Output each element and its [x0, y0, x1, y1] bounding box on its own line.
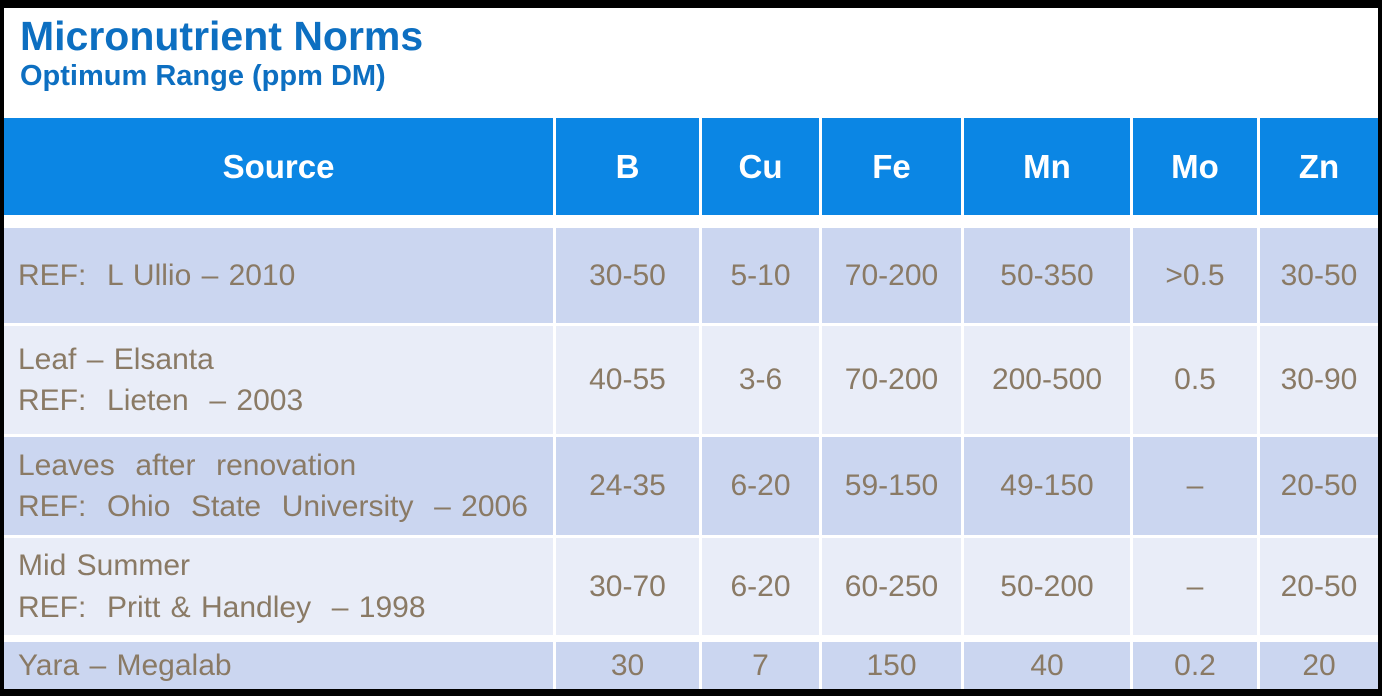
page-title: Micronutrient Norms — [20, 13, 424, 59]
value-cell-fe: 60-250 — [822, 538, 964, 635]
value-cell-cu: 5-10 — [702, 228, 822, 323]
table-header-row: Source B Cu Fe Mn Mo Zn — [4, 118, 1378, 215]
source-line: Leaves after renovation — [18, 448, 357, 482]
col-header-mn: Mn — [964, 118, 1133, 215]
value-cell-zn: 30-50 — [1260, 228, 1378, 323]
last-row-gap — [4, 635, 1378, 642]
micronutrient-table: Source B Cu Fe Mn Mo Zn REF: L Ullio – 2… — [4, 118, 1378, 689]
value-cell-mn: 40 — [964, 642, 1133, 689]
value-cell-mo: 0.5 — [1133, 326, 1260, 434]
source-line: REF: Lieten – 2003 — [18, 384, 304, 417]
value-cell-mo: – — [1133, 538, 1260, 635]
value-cell-zn: 20-50 — [1260, 437, 1378, 535]
source-line: Leaf – Elsanta — [18, 342, 214, 376]
value-cell-cu: 3-6 — [702, 326, 822, 434]
value-cell-b: 24-35 — [556, 437, 702, 535]
table-row: REF: L Ullio – 2010 30-50 5-10 70-200 50… — [4, 228, 1378, 326]
col-header-mo: Mo — [1133, 118, 1260, 215]
value-cell-fe: 150 — [822, 642, 964, 689]
value-cell-fe: 70-200 — [822, 326, 964, 434]
source-line: REF: Pritt & Handley – 1998 — [18, 590, 426, 624]
title-block: Micronutrient Norms Optimum Range (ppm D… — [4, 8, 1378, 112]
source-line: Mid Summer — [18, 549, 191, 583]
value-cell-b: 30 — [556, 642, 702, 689]
source-cell: Yara – Megalab — [4, 642, 556, 689]
value-cell-zn: 20-50 — [1260, 538, 1378, 635]
value-cell-zn: 20 — [1260, 642, 1378, 689]
value-cell-mo: – — [1133, 437, 1260, 535]
table-row: Leaves after renovation REF: Ohio State … — [4, 437, 1378, 538]
table-row: Yara – Megalab 30 7 150 40 0.2 20 — [4, 642, 1378, 689]
value-cell-zn: 30-90 — [1260, 326, 1378, 434]
col-header-fe: Fe — [822, 118, 964, 215]
table-row: Mid Summer REF: Pritt & Handley – 1998 3… — [4, 538, 1378, 635]
value-cell-mn: 50-200 — [964, 538, 1133, 635]
value-cell-cu: 6-20 — [702, 538, 822, 635]
slide: Micronutrient Norms Optimum Range (ppm D… — [4, 8, 1378, 689]
value-cell-mn: 49-150 — [964, 437, 1133, 535]
value-cell-b: 40-55 — [556, 326, 702, 434]
value-cell-cu: 6-20 — [702, 437, 822, 535]
source-line: Yara – Megalab — [18, 648, 232, 682]
value-cell-b: 30-70 — [556, 538, 702, 635]
header-row-gap — [4, 215, 1378, 228]
value-cell-fe: 70-200 — [822, 228, 964, 323]
col-header-source: Source — [4, 118, 556, 215]
value-cell-cu: 7 — [702, 642, 822, 689]
value-cell-mn: 50-350 — [964, 228, 1133, 323]
source-line: REF: L Ullio – 2010 — [18, 258, 296, 292]
value-cell-fe: 59-150 — [822, 437, 964, 535]
value-cell-b: 30-50 — [556, 228, 702, 323]
source-cell: Leaves after renovation REF: Ohio State … — [4, 437, 556, 535]
page-subtitle: Optimum Range (ppm DM) — [20, 59, 386, 92]
value-cell-mn: 200-500 — [964, 326, 1133, 434]
source-cell: Leaf – Elsanta REF: Lieten – 2003 — [4, 326, 556, 434]
value-cell-mo: 0.2 — [1133, 642, 1260, 689]
source-cell: REF: L Ullio – 2010 — [4, 228, 556, 323]
source-line: REF: Ohio State University – 2006 — [18, 490, 528, 523]
source-cell: Mid Summer REF: Pritt & Handley – 1998 — [4, 538, 556, 635]
value-cell-mo: >0.5 — [1133, 228, 1260, 323]
col-header-zn: Zn — [1260, 118, 1378, 215]
table-row: Leaf – Elsanta REF: Lieten – 2003 40-55 … — [4, 326, 1378, 437]
col-header-b: B — [556, 118, 702, 215]
col-header-cu: Cu — [702, 118, 822, 215]
